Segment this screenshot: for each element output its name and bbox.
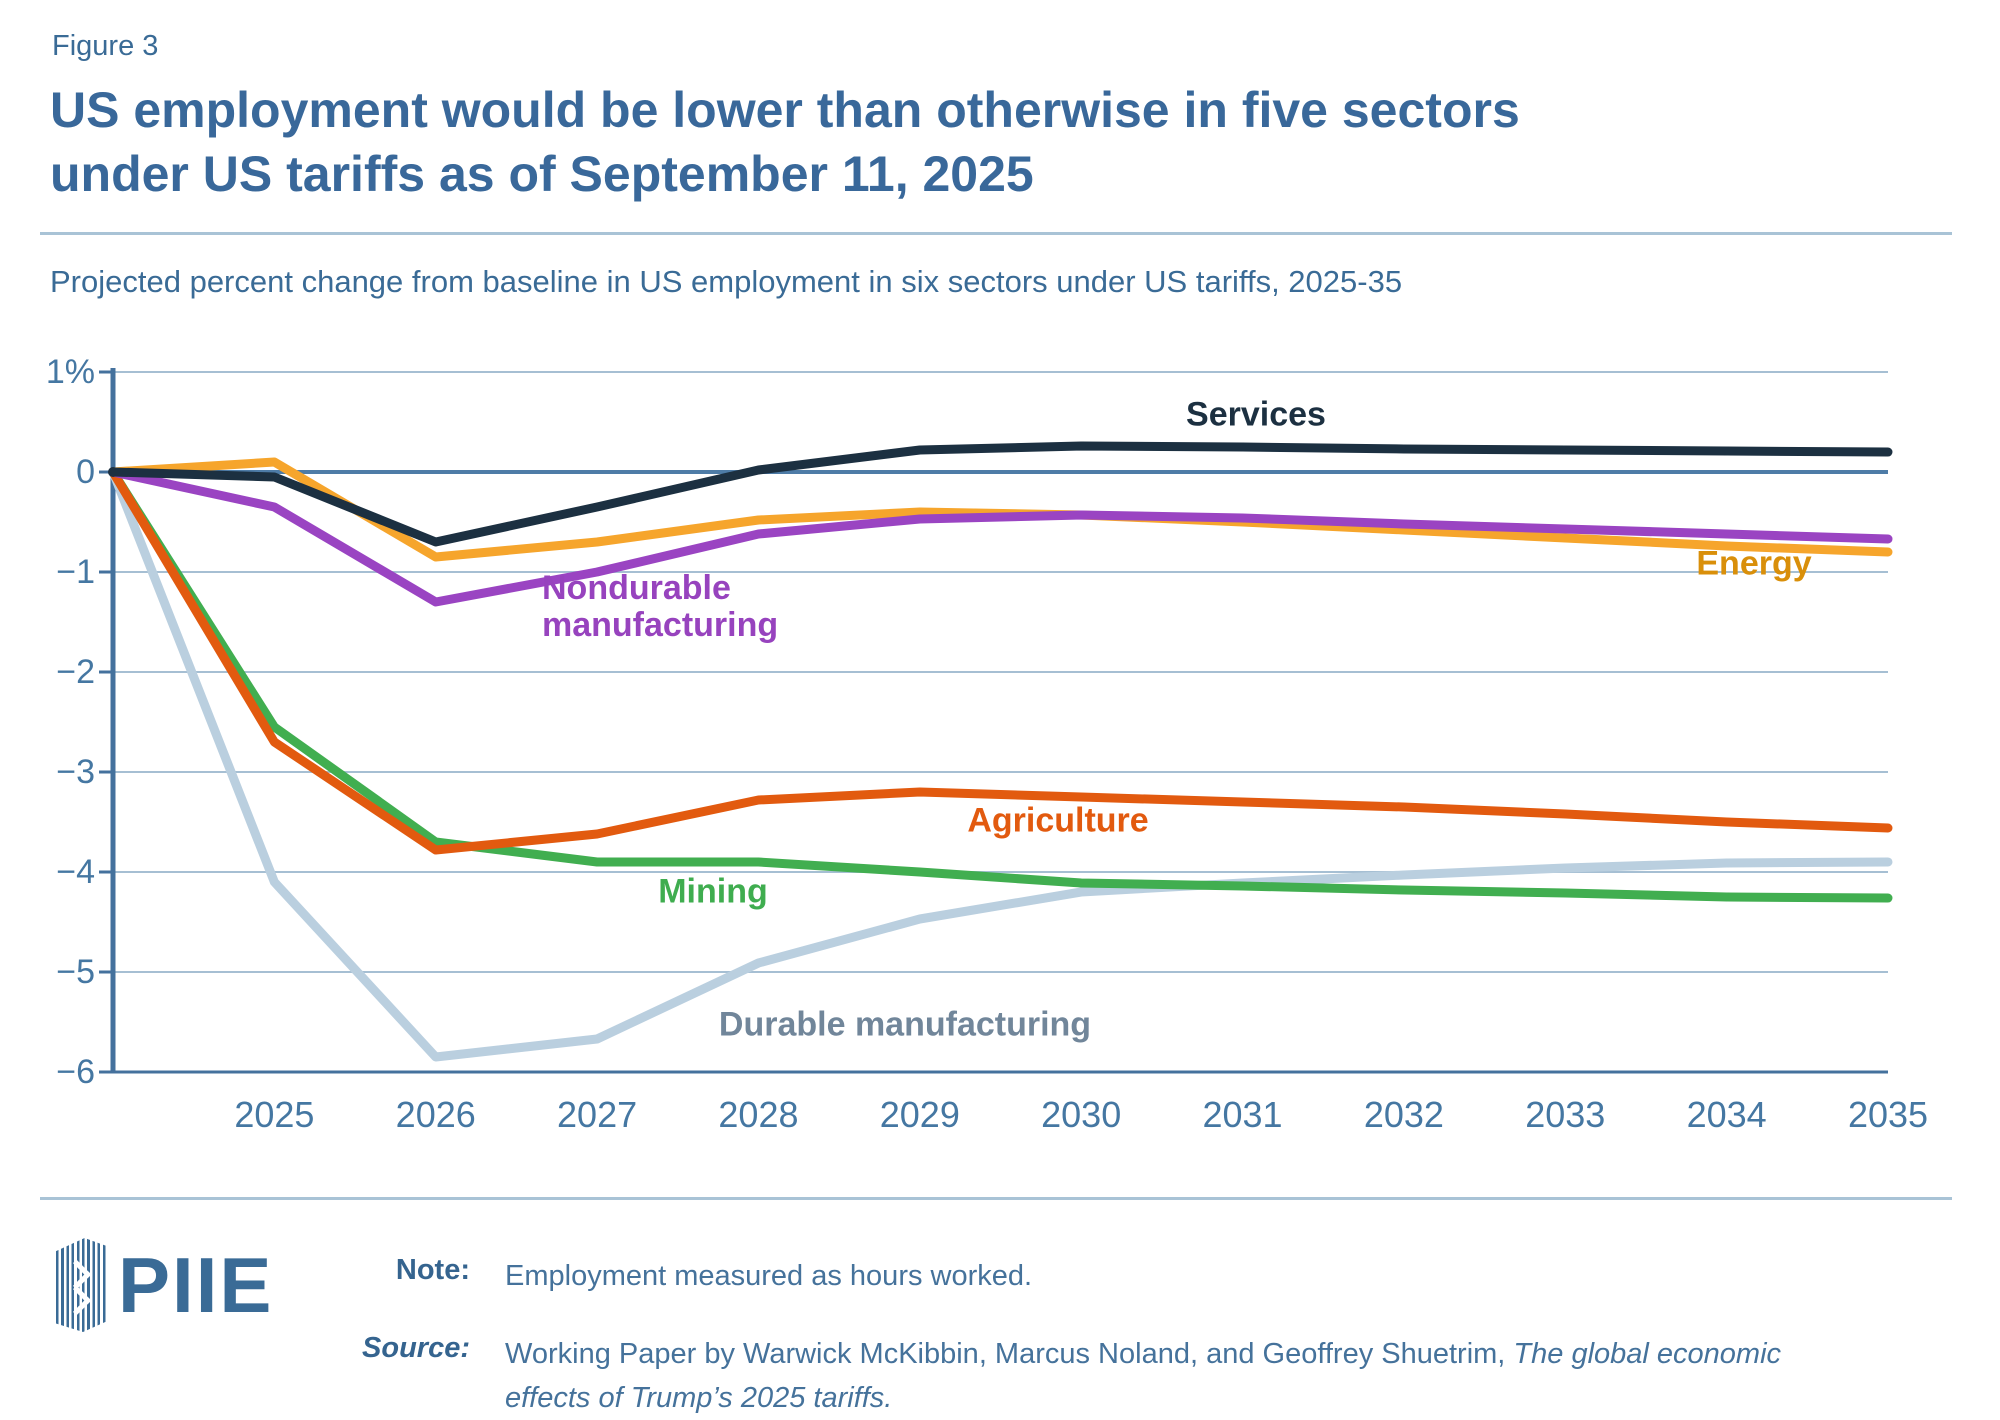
y-tick-label-−2: −2	[56, 653, 95, 691]
series-label-nondurable-manufacturing: Nondurable manufacturing	[542, 569, 779, 644]
piie-logo: PIIE	[56, 1238, 273, 1332]
series-line-services	[108, 441, 1893, 547]
series-label-durable-manufacturing: Durable manufacturing	[718, 1005, 1092, 1044]
x-tick-label-2028: 2028	[718, 1094, 799, 1135]
series-label-services: Services	[1186, 395, 1326, 434]
chart-subtitle: Projected percent change from baseline i…	[50, 264, 1403, 299]
piie-logo-icon	[56, 1238, 108, 1332]
series-line-energy	[108, 457, 1893, 562]
y-tick-label-−4: −4	[56, 853, 95, 891]
figure-number: Figure 3	[52, 30, 159, 62]
x-tick-label-2034: 2034	[1686, 1094, 1767, 1135]
source-text: Working Paper by Warwick McKibbin, Marcu…	[505, 1332, 1815, 1420]
y-tick-label-−1: −1	[56, 553, 95, 591]
chart-title-line1: US employment would be lower than otherw…	[50, 82, 1520, 138]
x-tick-label-2025: 2025	[234, 1094, 315, 1135]
series-origin-dot	[108, 467, 118, 477]
y-tick-label-1%: 1%	[45, 353, 95, 391]
x-tick-label-2031: 2031	[1202, 1094, 1283, 1135]
piie-logo-text: PIIE	[118, 1241, 274, 1329]
series-line-agriculture	[108, 467, 1893, 855]
x-tick-label-2035: 2035	[1847, 1094, 1929, 1135]
series-line-durable-manufacturing	[108, 467, 1893, 1062]
title-divider	[40, 232, 1952, 235]
note-label: Note:	[395, 1254, 470, 1286]
y-tick-label-0: 0	[76, 453, 95, 491]
series-label-energy: Energy	[1696, 544, 1812, 583]
source-label: Source:	[362, 1332, 470, 1364]
series-line-nondurable-manufacturing	[108, 467, 1893, 607]
chart-title-line2: under US tariffs as of September 11, 202…	[50, 146, 1034, 202]
footer-divider	[40, 1197, 1952, 1200]
y-tick-label-−6: −6	[56, 1053, 95, 1091]
chart-title: US employment would be lower than otherw…	[50, 78, 1520, 206]
series-line-mining	[108, 467, 1893, 903]
y-tick-label-−5: −5	[56, 953, 95, 991]
x-tick-label-2026: 2026	[395, 1094, 476, 1135]
x-tick-label-2029: 2029	[879, 1094, 960, 1135]
x-tick-label-2027: 2027	[557, 1094, 638, 1135]
x-tick-label-2030: 2030	[1041, 1094, 1122, 1135]
note-text: Employment measured as hours worked.	[505, 1260, 1033, 1292]
x-tick-label-2032: 2032	[1363, 1094, 1444, 1135]
x-tick-label-2033: 2033	[1525, 1094, 1606, 1135]
source-text-italic: The global economic effects of Trump’s 2…	[505, 1338, 1782, 1414]
source-text-regular: Working Paper by Warwick McKibbin, Marcu…	[505, 1338, 1514, 1370]
series-label-agriculture: Agriculture	[967, 801, 1149, 840]
chevron-icon	[61, 1285, 92, 1316]
y-tick-label-−3: −3	[56, 753, 95, 791]
series-label-mining: Mining	[658, 872, 768, 911]
